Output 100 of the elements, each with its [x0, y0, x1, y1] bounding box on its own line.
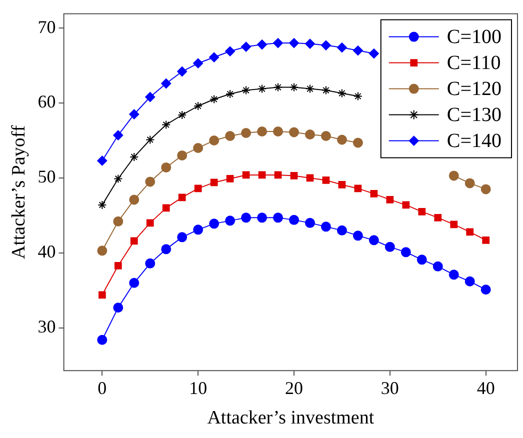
point — [113, 302, 124, 313]
point — [320, 40, 331, 50]
x-tick-label: 0 — [98, 378, 107, 398]
point — [194, 102, 203, 110]
point — [321, 86, 330, 95]
point — [146, 219, 154, 227]
x-tick-label: 10 — [189, 378, 208, 398]
y-tick-label: 60 — [38, 92, 56, 112]
point — [97, 246, 108, 256]
point — [257, 212, 268, 223]
point — [289, 214, 300, 225]
point — [209, 52, 220, 62]
point — [289, 127, 300, 138]
point — [226, 175, 234, 182]
point — [114, 262, 122, 270]
point — [337, 88, 346, 98]
point — [114, 174, 123, 184]
point — [177, 66, 188, 77]
point — [322, 176, 330, 184]
point — [177, 150, 188, 160]
point — [480, 284, 491, 295]
point — [464, 276, 475, 286]
point — [193, 224, 204, 235]
point — [193, 142, 204, 153]
point — [258, 171, 266, 179]
point — [161, 162, 172, 172]
point — [145, 176, 156, 187]
point — [145, 258, 156, 268]
point — [193, 58, 204, 68]
point — [290, 82, 299, 92]
point — [113, 216, 124, 226]
point — [257, 40, 268, 50]
y-axis-title: Attacker’s Payoff — [8, 124, 30, 260]
point — [129, 109, 140, 120]
point — [416, 254, 427, 265]
point — [162, 120, 171, 130]
point — [273, 212, 284, 223]
point — [129, 194, 140, 205]
point — [241, 128, 252, 138]
point — [242, 171, 250, 179]
point — [226, 90, 235, 99]
point — [274, 171, 282, 179]
point — [434, 214, 442, 222]
point — [320, 222, 331, 232]
point — [450, 220, 458, 228]
point — [432, 261, 443, 272]
point — [97, 334, 108, 345]
point — [225, 130, 236, 141]
y-tick-label: 30 — [38, 316, 56, 337]
legend-label: C=130 — [446, 104, 502, 126]
x-tick-label: 20 — [285, 378, 304, 398]
point — [336, 42, 347, 53]
point — [418, 208, 426, 216]
point — [209, 218, 220, 229]
point — [305, 84, 314, 94]
legend-label: C=140 — [446, 130, 502, 152]
point — [210, 178, 218, 186]
point — [289, 38, 300, 48]
point — [464, 178, 475, 188]
point — [384, 242, 395, 252]
point — [336, 134, 347, 145]
point — [129, 278, 140, 288]
point — [241, 42, 252, 52]
point — [98, 200, 107, 210]
point — [290, 172, 298, 180]
point — [304, 38, 315, 49]
point — [177, 232, 188, 242]
point — [258, 84, 267, 94]
point — [336, 225, 347, 236]
point — [482, 236, 490, 244]
point — [480, 184, 491, 194]
point — [242, 86, 251, 95]
legend-label: C=100 — [446, 26, 502, 48]
point — [368, 48, 379, 59]
point — [130, 152, 139, 162]
point — [400, 247, 411, 258]
point — [448, 270, 459, 280]
point — [352, 46, 363, 56]
point — [178, 194, 186, 202]
point — [320, 130, 331, 141]
point — [338, 181, 346, 188]
point — [466, 228, 474, 236]
y-tick-label: 40 — [38, 242, 56, 262]
point — [145, 92, 156, 102]
point — [370, 190, 378, 198]
point — [257, 126, 268, 136]
point — [273, 38, 284, 48]
point — [352, 138, 363, 148]
point — [274, 82, 283, 92]
point — [194, 184, 202, 192]
legend-label: C=110 — [446, 52, 501, 74]
point — [98, 291, 106, 299]
y-tick-label: 50 — [38, 166, 56, 187]
y-tick-label: 70 — [38, 16, 56, 37]
point — [97, 156, 108, 166]
point — [225, 46, 236, 56]
point — [162, 204, 170, 212]
point — [353, 92, 362, 101]
point — [178, 110, 187, 120]
point — [368, 235, 379, 246]
